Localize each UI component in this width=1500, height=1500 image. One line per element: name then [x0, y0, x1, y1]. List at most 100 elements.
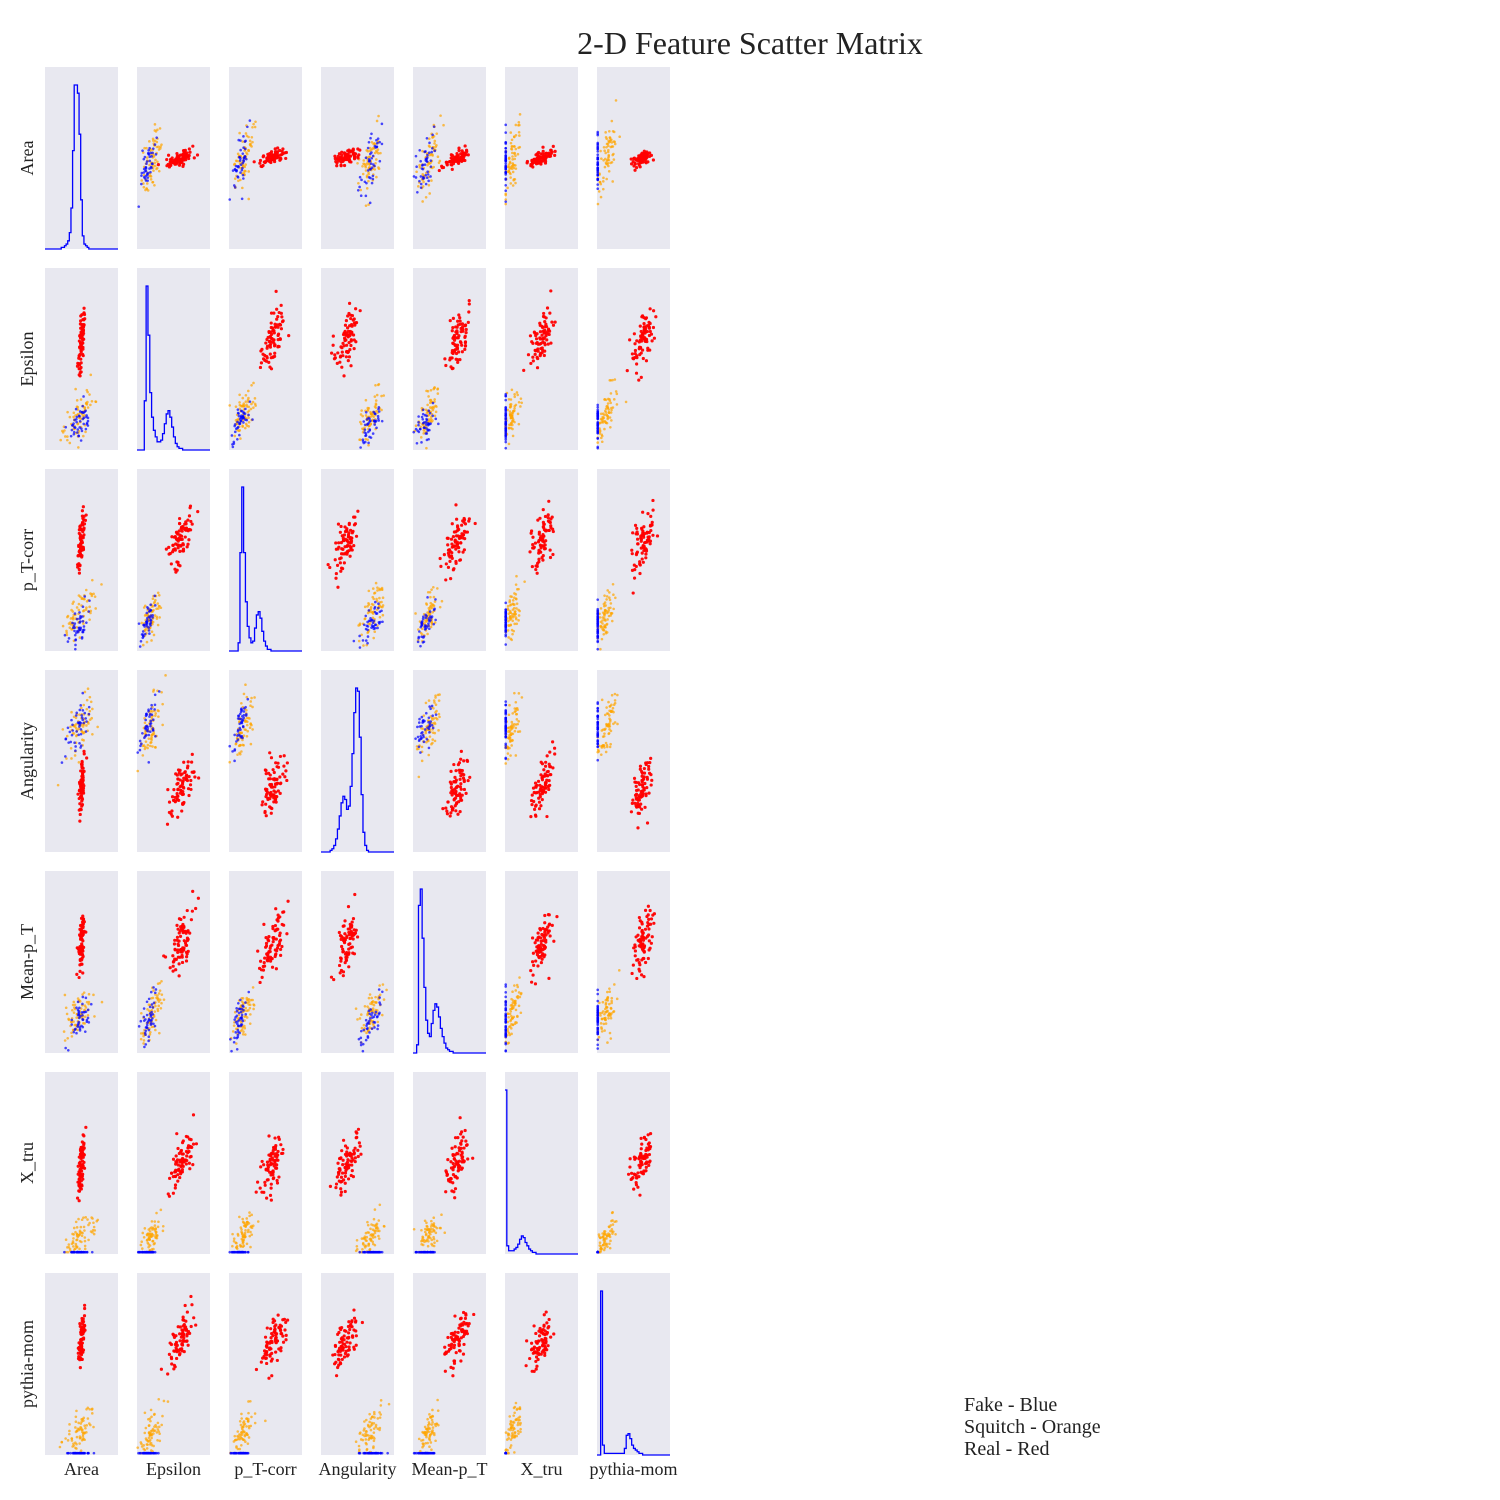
- point-real: [542, 522, 546, 526]
- point-real: [79, 370, 83, 374]
- point-real: [634, 788, 639, 793]
- point-real: [351, 333, 356, 337]
- point-real: [643, 805, 647, 809]
- point-real: [438, 556, 442, 561]
- point-squitch: [605, 598, 608, 601]
- point-real: [265, 158, 270, 163]
- point-fake: [429, 159, 433, 162]
- point-squitch: [429, 625, 433, 629]
- point-squitch: [613, 142, 617, 146]
- point-real: [346, 314, 350, 318]
- point-fake: [504, 625, 508, 629]
- point-squitch: [610, 119, 614, 123]
- point-squitch: [437, 729, 440, 732]
- point-real: [642, 535, 646, 539]
- point-squitch: [435, 132, 439, 135]
- point-squitch: [82, 703, 86, 707]
- point-fake: [84, 409, 87, 413]
- point-fake: [149, 621, 153, 625]
- point-squitch: [149, 741, 153, 744]
- point-real: [276, 344, 280, 348]
- point-squitch: [513, 151, 516, 155]
- point-squitch: [85, 606, 88, 609]
- point-squitch: [607, 170, 611, 173]
- point-squitch: [250, 136, 254, 139]
- point-squitch: [365, 174, 369, 177]
- point-squitch: [428, 401, 432, 405]
- point-squitch: [251, 400, 255, 404]
- point-squitch: [433, 600, 437, 603]
- point-real: [343, 323, 348, 327]
- point-fake: [426, 156, 429, 159]
- point-real: [460, 350, 464, 354]
- point-real: [538, 323, 542, 327]
- point-squitch: [152, 688, 156, 692]
- point-squitch: [247, 197, 251, 201]
- point-fake: [148, 715, 151, 718]
- point-real: [185, 778, 190, 783]
- point-real: [340, 566, 344, 570]
- point-squitch: [433, 139, 437, 143]
- point-squitch: [66, 435, 69, 438]
- point-squitch: [359, 413, 363, 416]
- point-real: [638, 563, 642, 567]
- point-real: [79, 344, 83, 348]
- panel-p_T-corr-vs-pythia-mom: [596, 469, 670, 651]
- point-real: [281, 319, 285, 323]
- point-fake: [149, 730, 152, 733]
- point-real: [341, 341, 345, 345]
- point-squitch: [509, 595, 512, 598]
- panel-p_T-corr-vs-Area: [45, 469, 118, 651]
- point-squitch: [364, 398, 368, 402]
- point-squitch: [608, 722, 611, 726]
- point-fake: [504, 409, 508, 412]
- point-real: [183, 770, 187, 774]
- point-real: [538, 330, 543, 334]
- point-real: [644, 792, 648, 796]
- point-squitch: [509, 402, 513, 406]
- point-squitch: [71, 617, 75, 621]
- point-fake: [151, 151, 154, 155]
- point-squitch: [252, 406, 255, 409]
- point-real: [637, 811, 642, 816]
- point-squitch: [253, 696, 256, 699]
- point-real: [649, 514, 653, 519]
- point-real: [452, 762, 456, 767]
- point-real: [339, 556, 343, 560]
- point-squitch: [508, 703, 511, 707]
- point-fake: [144, 712, 148, 716]
- point-real: [77, 571, 81, 575]
- point-real: [457, 545, 461, 550]
- point-real: [326, 562, 330, 567]
- point-fake: [75, 730, 78, 733]
- point-squitch: [158, 604, 161, 608]
- point-fake: [421, 177, 425, 180]
- point-fake: [76, 1000, 80, 1004]
- point-real: [275, 317, 279, 321]
- point-fake: [75, 420, 78, 424]
- point-fake: [596, 142, 600, 146]
- point-fake: [417, 721, 421, 724]
- point-fake: [242, 156, 246, 160]
- point-fake: [414, 427, 418, 431]
- point-real: [548, 783, 552, 787]
- point-fake: [596, 150, 600, 153]
- point-real: [180, 809, 184, 813]
- point-squitch: [614, 99, 618, 102]
- point-real: [348, 313, 353, 317]
- point-fake: [423, 728, 427, 731]
- point-squitch: [243, 426, 247, 430]
- point-fake: [596, 635, 600, 639]
- point-fake: [240, 197, 244, 201]
- point-fake: [358, 185, 361, 189]
- point-squitch: [513, 622, 516, 626]
- point-real: [197, 776, 201, 780]
- point-real: [462, 787, 466, 792]
- point-fake: [596, 414, 600, 418]
- point-real: [333, 353, 337, 357]
- series-fake: [596, 403, 600, 450]
- point-real: [642, 149, 646, 153]
- point-real: [269, 325, 273, 330]
- point-squitch: [151, 733, 154, 737]
- point-fake: [147, 761, 151, 764]
